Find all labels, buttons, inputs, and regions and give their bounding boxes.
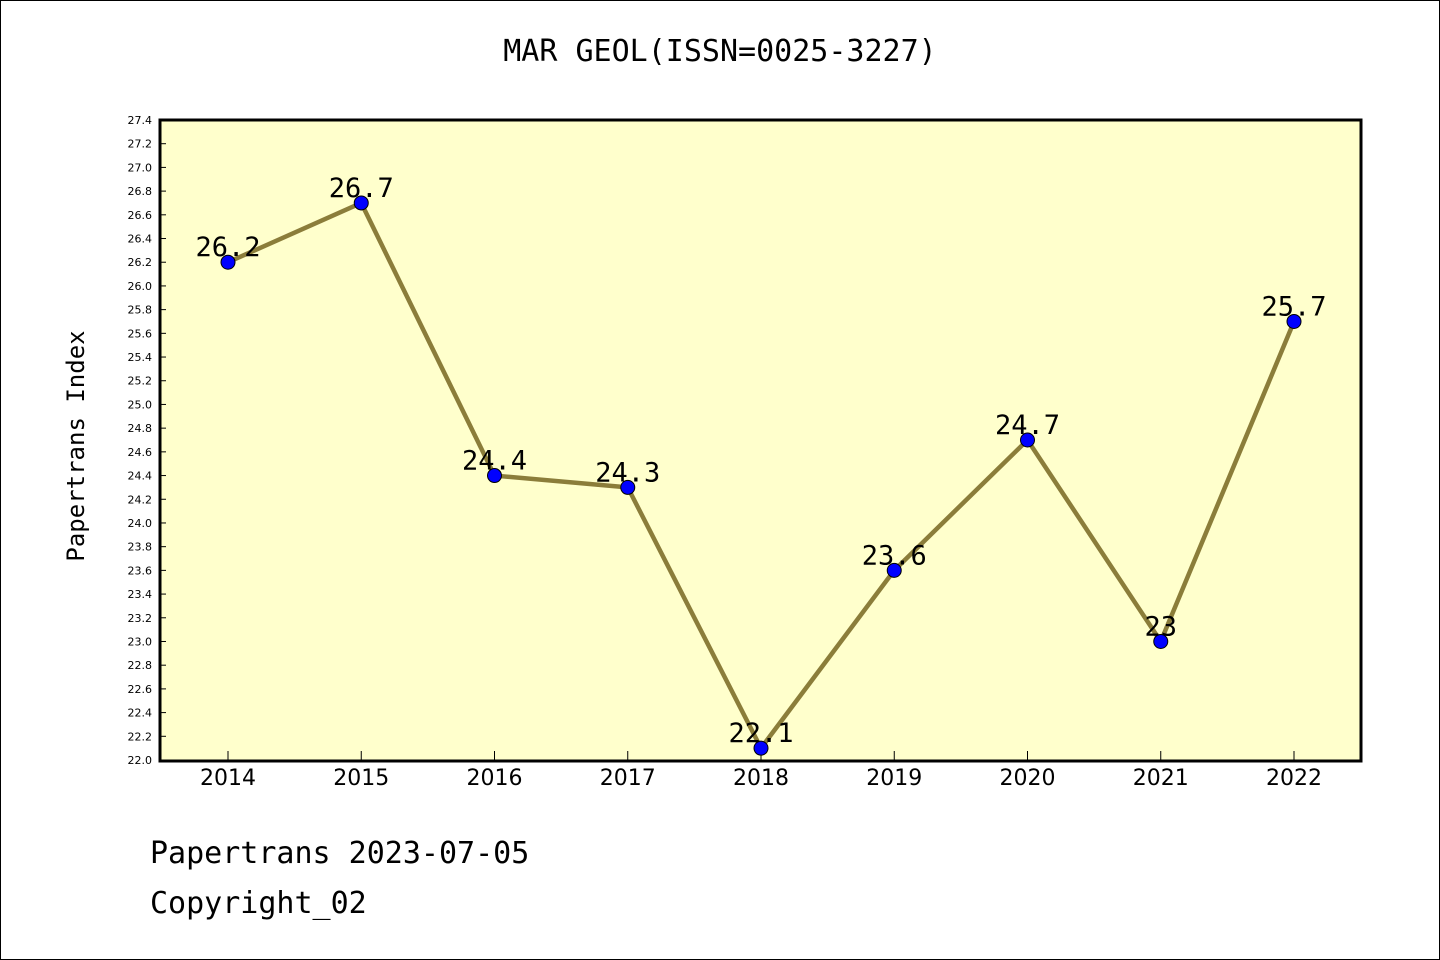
x-tick-label: 2021 (1133, 766, 1189, 791)
data-label: 26.7 (329, 173, 394, 204)
y-tick-label: 25.6 (128, 327, 153, 340)
data-point (353, 195, 369, 211)
x-tick-label: 2019 (866, 766, 922, 791)
data-label: 24.4 (462, 446, 527, 477)
y-tick-label: 27.2 (128, 138, 153, 151)
y-tick-label: 26.2 (128, 256, 153, 269)
y-tick-label: 23.0 (128, 635, 153, 648)
y-tick-label: 22.4 (128, 707, 153, 720)
footer-date: Papertrans 2023-07-05 (150, 836, 530, 871)
footer-copyright: Copyright_02 (150, 886, 367, 921)
data-point (886, 562, 902, 578)
y-tick-label: 25.0 (128, 398, 153, 411)
y-tick-label: 23.6 (128, 564, 153, 577)
y-tick-label: 24.6 (128, 446, 153, 459)
y-tick-label: 26.8 (128, 185, 153, 198)
data-label: 25.7 (1261, 291, 1326, 322)
y-tick-label: 27.4 (128, 114, 153, 127)
data-point (220, 254, 236, 270)
y-tick-label: 22.8 (128, 659, 153, 672)
data-label: 23.6 (862, 540, 927, 571)
y-tick-label: 25.2 (128, 375, 153, 388)
data-label: 24.3 (595, 457, 660, 488)
x-tick-label: 2020 (1000, 766, 1056, 791)
y-tick-label: 22.0 (128, 754, 153, 767)
data-point (1286, 313, 1302, 329)
data-point (1020, 432, 1035, 448)
plot-area (158, 118, 1363, 763)
y-tick-label: 22.2 (128, 730, 153, 743)
y-tick-label: 27.0 (128, 161, 153, 174)
y-axis-ticks: 22.0 22.2 22.4 22.6 22.8 23.0 23.2 23.4 23.6 23.8… (128, 114, 166, 767)
data-points (220, 195, 1302, 756)
x-tick-label: 2015 (333, 766, 389, 791)
y-tick-label: 26.4 (128, 233, 153, 246)
y-tick-label: 26.6 (128, 209, 153, 222)
x-tick-label: 2014 (200, 766, 256, 791)
x-tick-label: 2017 (600, 766, 656, 791)
data-label: 24.7 (995, 410, 1060, 441)
x-tick-label: 2022 (1266, 766, 1322, 791)
data-point (753, 740, 769, 756)
chart-title: MAR GEOL(ISSN=0025-3227) (503, 34, 937, 69)
y-tick-label: 24.8 (128, 422, 153, 435)
data-label: 22.1 (728, 718, 793, 749)
y-tick-label: 26.0 (128, 280, 153, 293)
x-axis-ticks: 2014 2015 2016 2017 2018 2019 2020 2021 2022 (200, 751, 1322, 791)
y-tick-label: 25.4 (128, 351, 153, 364)
data-point (1153, 633, 1169, 649)
y-tick-label: 23.8 (128, 541, 153, 554)
y-tick-label: 22.6 (128, 683, 153, 696)
y-tick-label: 24.4 (128, 470, 153, 483)
y-tick-label: 25.8 (128, 304, 153, 317)
data-point (620, 479, 636, 495)
y-tick-label: 24.0 (128, 517, 153, 530)
data-labels: 26.2 26.7 24.4 24.3 22.1 23.6 24.7 23 25.7 (195, 173, 1326, 749)
x-tick-label: 2016 (467, 766, 523, 791)
data-label: 23 (1144, 611, 1177, 642)
data-label: 26.2 (195, 232, 260, 263)
y-tick-label: 23.2 (128, 612, 153, 625)
y-tick-label: 24.2 (128, 493, 153, 506)
x-tick-label: 2018 (733, 766, 789, 791)
y-tick-label: 23.4 (128, 588, 153, 601)
data-point (487, 468, 502, 484)
